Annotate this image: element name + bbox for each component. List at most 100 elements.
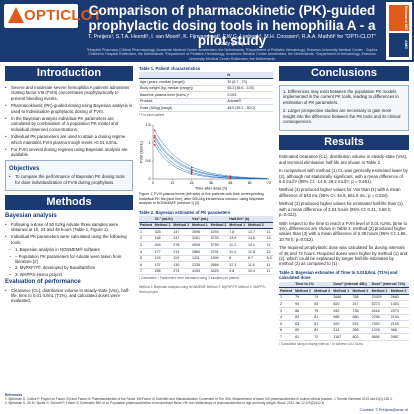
table-cell: 966: [389, 327, 409, 335]
objective-bullet: To compare the performance of Bayesian P…: [9, 174, 129, 185]
table-cell: 278: [172, 241, 191, 249]
methods-heading: Methods: [5, 195, 133, 211]
table-row: 3 304 278 4928 5750 11.1 14.1 11: [139, 241, 273, 249]
table-cell: 9.8: [228, 268, 247, 276]
column-right: Conclusions 1. Differences may exist bet…: [279, 66, 409, 350]
table-cell: 48.5 [45.2 - 50.0]: [226, 104, 273, 112]
table-cell: 89: [294, 327, 314, 335]
table1-header: N: [226, 72, 273, 80]
table-cell: 985: [332, 314, 352, 322]
x-tick-label: 0: [152, 181, 154, 185]
table2-header: Method 2: [246, 222, 266, 230]
intro-bullet: In the Bayesian analysis individual PK p…: [5, 116, 133, 132]
table-cell: 247: [172, 228, 191, 236]
table-cell: 7392: [370, 320, 390, 328]
objectives-heading: Objectives: [9, 165, 40, 172]
badge-top: Erasmus MC: [389, 5, 409, 31]
table3-header: Method 2: [351, 287, 371, 295]
table2-group-spacer: [139, 216, 154, 223]
table-cell: 147: [172, 235, 191, 243]
table-cell: 3791: [209, 248, 229, 256]
table-cell: 8: [228, 255, 247, 263]
table-row: Product Advate®: [139, 98, 273, 106]
table-cell: 1411: [190, 255, 210, 263]
table-cell: 2: [139, 235, 154, 243]
table-cell: 8.3: [265, 255, 273, 263]
methods-bullet: Individual PK parameters were calculated…: [5, 234, 133, 245]
y-tick-label: 1: [149, 142, 151, 146]
table2-header: Method 1: [190, 222, 210, 230]
series-line: [154, 130, 268, 179]
table3-note: ² Calculated using a dosing interval; ¹ …: [279, 341, 364, 346]
table-cell: 3261: [190, 235, 210, 243]
data-point: [153, 144, 156, 147]
table-cell: 11: [265, 228, 273, 236]
table-cell: 32 [8.7 - 70]: [226, 78, 273, 86]
table-cell: 247: [351, 300, 371, 308]
table-cell: Body weight (kg, median [range]): [139, 85, 227, 93]
table-row: 4 177 214 2884 3791 11.4 12.8 12: [139, 248, 273, 256]
introduction-list: Severe and moderate-severe hemophilia A …: [5, 85, 133, 158]
table-cell: 4928: [190, 241, 210, 249]
table-row: 1 79 74 2646 788 22929 2683: [279, 294, 409, 302]
reference-item: 1. Björkman S, Collins P. Project on Fac…: [5, 396, 393, 401]
table-cell: 11: [265, 261, 273, 269]
table-cell: 7: [139, 268, 154, 276]
table-cell: 72: [313, 333, 333, 341]
table-cell: 2074: [389, 307, 409, 315]
table-row: 5 63 61 920 531 7392 2155: [279, 320, 409, 328]
table3-group-header: Dose² (interval 48h): [332, 281, 371, 289]
table-cell: 8.7: [246, 255, 266, 263]
y-tick-label: 0: [149, 178, 151, 182]
table2-group-header: CL² (mL/h): [153, 216, 191, 223]
table3-header: Patient: [279, 287, 295, 295]
table-cell: 86: [294, 307, 314, 315]
introduction-heading: Introduction: [5, 66, 133, 81]
table-row: 5 124 119 1411 1400 8 8.7 8.3: [139, 255, 273, 263]
table2-header: [265, 222, 273, 230]
table3-header: Method 1: [332, 287, 352, 295]
table-cell: 802: [351, 333, 371, 341]
objectives-box: Objectives To compare the performance of…: [5, 159, 133, 192]
conclusions-heading: Conclusions: [279, 66, 409, 81]
table-cell: 74: [313, 294, 333, 302]
logo-triangle-icon: [8, 7, 24, 23]
results-paragraph: Method (2) produced higher values for Vs…: [279, 187, 401, 198]
table-cell: 531: [351, 320, 371, 328]
tool-item: 3. WAPPS-Hemo project: [5, 272, 133, 278]
table-cell: 3: [279, 307, 295, 315]
y-axis-label: FVIII (IU/mL): [140, 141, 144, 163]
table-cell: 15: [265, 235, 273, 243]
x-tick-label: 36: [209, 181, 213, 185]
intro-bullet: For FVIII several dosing regimes using B…: [5, 147, 133, 158]
table-cell: 4425: [209, 268, 229, 276]
table-cell: 14.6: [246, 235, 266, 243]
table-cell: 269: [351, 327, 371, 335]
x-tick-label: 72: [267, 181, 271, 185]
table-cell: 1403: [389, 300, 409, 308]
table-row: 6 137 130 2235 2666 12.3 11.6 11: [139, 261, 273, 269]
contact-info: Contact: T.Preijers@amc.nl: [359, 407, 408, 412]
table-row: Age (years, median [range]) 32 [8.7 - 70]: [139, 78, 273, 86]
references: References 1. Björkman S, Collins P. Pro…: [5, 393, 409, 405]
column-middle: Table 1. Patient characteristics N Age (…: [139, 66, 273, 299]
data-point: [190, 170, 193, 173]
table-cell: 736: [351, 307, 371, 315]
table-cell: 11.6: [246, 261, 266, 269]
data-point: [153, 129, 156, 132]
table1-header: [139, 72, 227, 80]
table-cell: 130: [172, 261, 191, 269]
x-tick-label: 24: [190, 181, 194, 185]
column-left: Introduction Severe and moderate-severe …: [5, 66, 133, 306]
table2-header: Method 2: [172, 222, 191, 230]
table-cell: 83: [313, 300, 333, 308]
y-tick-label: 1.5: [146, 124, 151, 128]
x-tick-label: 60: [248, 181, 252, 185]
table-cell: 6: [139, 261, 154, 269]
table2-group-header: Half-life² (h): [228, 216, 273, 223]
table-row: Dose (IU/kg) [range] 48.5 [45.2 - 50.0]: [139, 104, 273, 112]
logo-text: OPTICLOT: [24, 7, 103, 24]
references-heading: References: [5, 393, 23, 397]
eval-bullet: Clearance (CL), distribution volume in s…: [5, 288, 133, 304]
table-cell: 119: [172, 255, 191, 263]
